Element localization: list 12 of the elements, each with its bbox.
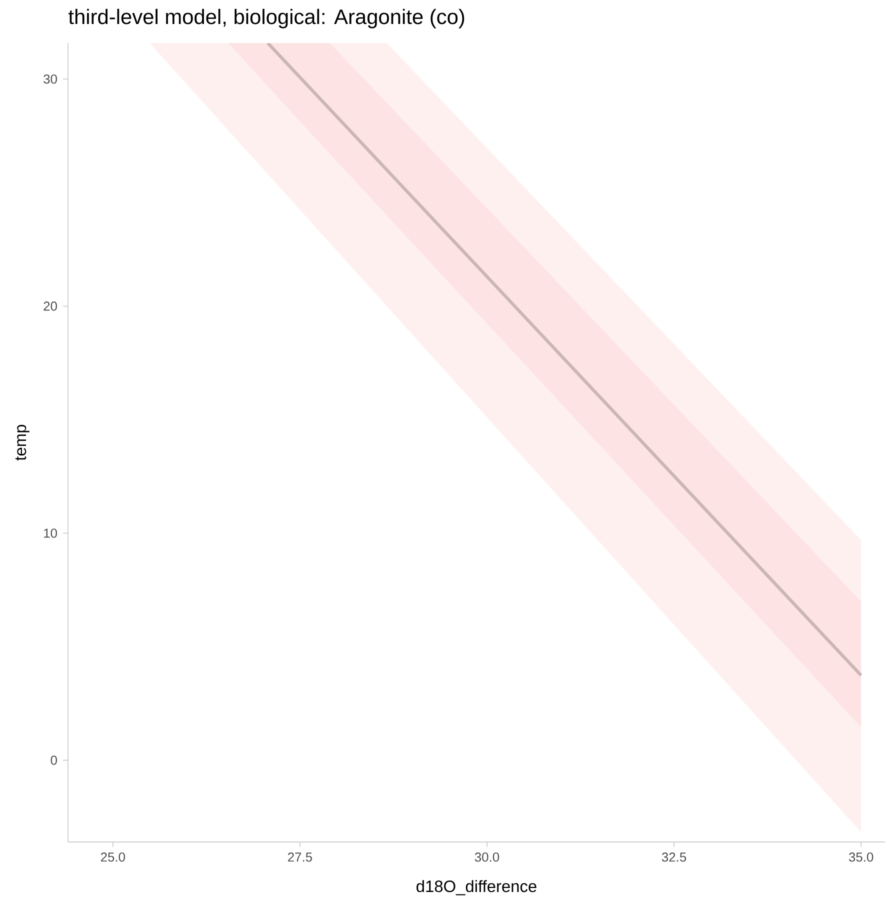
x-axis-title: d18O_difference — [416, 880, 536, 896]
x-tick-label: 32.5 — [662, 852, 686, 862]
chart-title: third-level model, biological: Aragonite (co) — [68, 8, 464, 28]
y-tick-label: 10 — [44, 528, 57, 538]
x-tick-label: 27.5 — [288, 852, 312, 862]
y-tick-label: 20 — [44, 302, 57, 311]
y-tick-label: 0 — [50, 756, 57, 765]
x-tick-label: 35.0 — [848, 852, 874, 862]
y-tick-label: 30 — [44, 74, 57, 84]
y-axis-title: temp — [15, 424, 30, 461]
x-tick-label: 30.0 — [474, 852, 500, 862]
x-tick-label: 25.0 — [100, 852, 125, 862]
